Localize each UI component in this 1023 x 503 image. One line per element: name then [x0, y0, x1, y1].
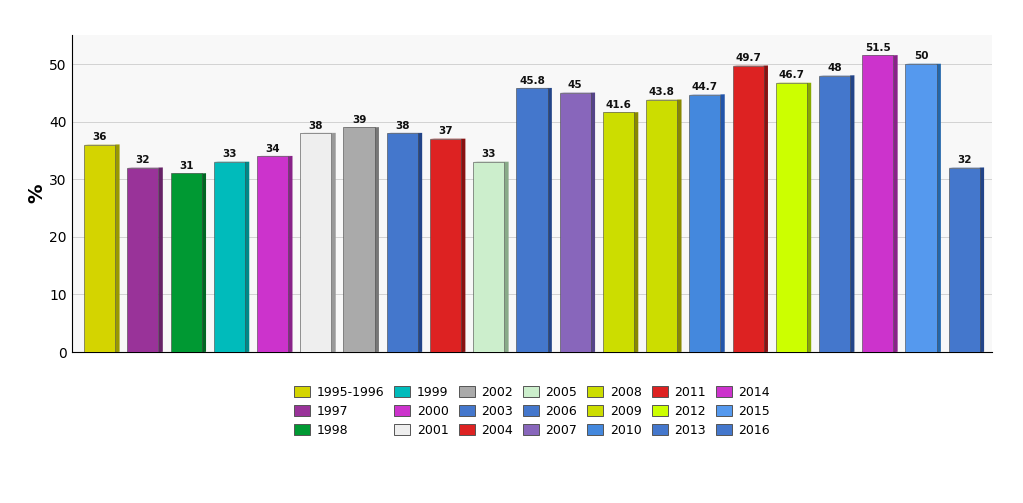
Text: 45: 45	[568, 80, 582, 90]
Polygon shape	[417, 133, 422, 352]
Text: 51.5: 51.5	[864, 43, 891, 53]
Text: 45.8: 45.8	[519, 75, 545, 86]
Polygon shape	[893, 55, 897, 352]
Polygon shape	[202, 173, 206, 352]
Text: 44.7: 44.7	[692, 82, 718, 92]
Text: 34: 34	[265, 144, 280, 153]
Text: 31: 31	[179, 161, 193, 171]
Bar	[214, 162, 244, 352]
Bar	[128, 167, 159, 352]
Bar	[84, 145, 116, 352]
Polygon shape	[807, 83, 811, 352]
Polygon shape	[504, 161, 508, 352]
Polygon shape	[331, 133, 336, 352]
Bar	[517, 88, 547, 352]
Polygon shape	[634, 112, 638, 352]
Text: 48: 48	[828, 63, 842, 73]
Legend: 1995-1996, 1997, 1998, 1999, 2000, 2001, 2002, 2003, 2004, 2005, 2006, 2007, 200: 1995-1996, 1997, 1998, 1999, 2000, 2001,…	[290, 381, 774, 442]
Text: 38: 38	[309, 121, 323, 131]
Bar	[862, 55, 893, 352]
Bar	[171, 174, 202, 352]
Bar	[647, 100, 677, 352]
Bar	[301, 133, 331, 352]
Bar	[775, 83, 807, 352]
Polygon shape	[850, 75, 854, 352]
Text: 43.8: 43.8	[649, 87, 674, 97]
Text: 37: 37	[438, 126, 453, 136]
Bar	[690, 95, 720, 352]
Polygon shape	[980, 167, 984, 352]
Bar	[948, 167, 980, 352]
Polygon shape	[159, 167, 163, 352]
Polygon shape	[116, 144, 120, 352]
Bar	[257, 156, 288, 352]
Text: 33: 33	[222, 149, 236, 159]
Bar	[560, 93, 590, 352]
Polygon shape	[374, 127, 379, 352]
Bar	[603, 112, 634, 352]
Bar	[387, 133, 417, 352]
Text: 49.7: 49.7	[736, 53, 761, 63]
Text: 33: 33	[482, 149, 496, 159]
Text: 46.7: 46.7	[779, 70, 804, 80]
Polygon shape	[590, 93, 595, 352]
Bar	[905, 64, 936, 352]
Polygon shape	[677, 100, 681, 352]
Bar	[344, 127, 374, 352]
Polygon shape	[288, 156, 293, 352]
Polygon shape	[936, 64, 941, 352]
Polygon shape	[720, 94, 724, 352]
Polygon shape	[244, 161, 250, 352]
Text: 50: 50	[914, 51, 928, 61]
Polygon shape	[461, 139, 465, 352]
Bar	[732, 66, 763, 352]
Text: 39: 39	[352, 115, 366, 125]
Text: 32: 32	[136, 155, 150, 165]
Text: 36: 36	[92, 132, 107, 142]
Bar	[430, 139, 461, 352]
Text: 38: 38	[395, 121, 409, 131]
Bar	[474, 162, 504, 352]
Bar	[819, 75, 850, 352]
Polygon shape	[763, 65, 768, 352]
Polygon shape	[547, 88, 551, 352]
Text: 32: 32	[957, 155, 972, 165]
Text: 41.6: 41.6	[606, 100, 631, 110]
Y-axis label: %: %	[28, 184, 46, 203]
